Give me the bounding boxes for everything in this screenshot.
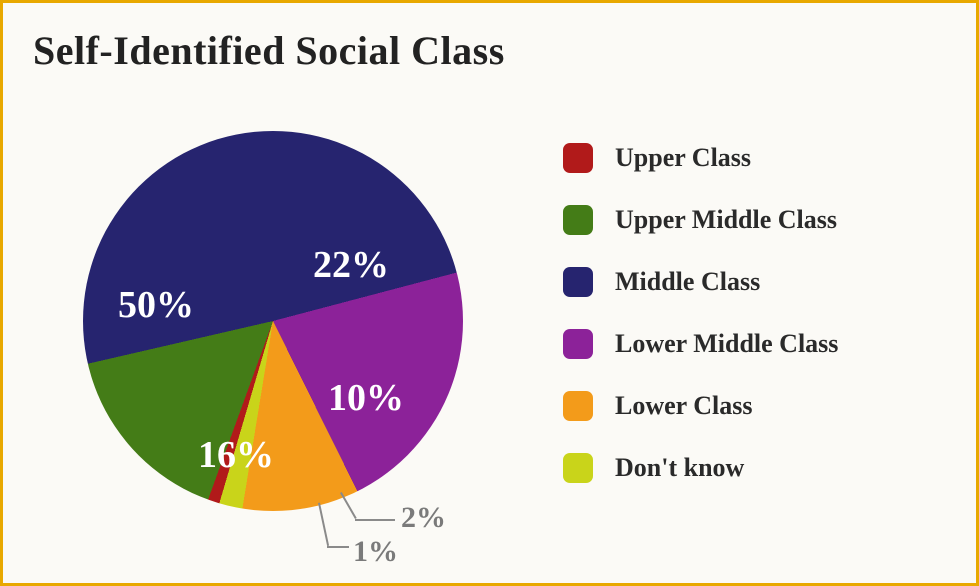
legend: Upper Class Upper Middle Class Middle Clas… <box>563 143 943 515</box>
legend-swatch <box>563 329 593 359</box>
legend-item: Lower Class <box>563 391 943 421</box>
legend-label: Lower Class <box>615 391 752 421</box>
legend-item: Middle Class <box>563 267 943 297</box>
chart-title: Self-Identified Social Class <box>33 27 505 74</box>
legend-swatch <box>563 453 593 483</box>
legend-item: Lower Middle Class <box>563 329 943 359</box>
chart-frame: Self-Identified Social Class 50% 22% 10%… <box>0 0 979 586</box>
legend-swatch <box>563 205 593 235</box>
slice-label-middle: 50% <box>118 283 194 327</box>
legend-label: Upper Middle Class <box>615 205 837 235</box>
callout-line <box>318 503 329 546</box>
legend-swatch <box>563 391 593 421</box>
slice-label-upper-middle: 16% <box>198 433 274 477</box>
callout-line <box>340 492 357 519</box>
pie-chart-area: 50% 22% 10% 16% 2% 1% <box>53 113 493 553</box>
legend-label: Upper Class <box>615 143 751 173</box>
legend-label: Middle Class <box>615 267 760 297</box>
callout-line <box>355 519 395 521</box>
legend-swatch <box>563 143 593 173</box>
legend-label: Lower Middle Class <box>615 329 838 359</box>
legend-swatch <box>563 267 593 297</box>
legend-item: Don't know <box>563 453 943 483</box>
slice-label-lower-middle: 22% <box>313 243 389 287</box>
legend-item: Upper Class <box>563 143 943 173</box>
callout-label-upper: 1% <box>353 535 398 569</box>
slice-label-lower: 10% <box>328 376 404 420</box>
legend-item: Upper Middle Class <box>563 205 943 235</box>
callout-label-dont-know: 2% <box>401 501 446 535</box>
callout-line <box>327 546 349 548</box>
legend-label: Don't know <box>615 453 744 483</box>
